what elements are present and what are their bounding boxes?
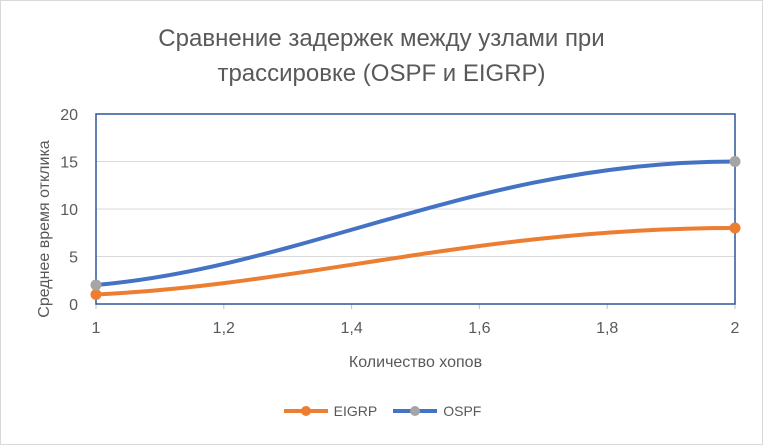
legend-item-ospf: OSPF xyxy=(391,403,481,419)
legend-item-eigrp: EIGRP xyxy=(282,403,378,419)
x-tick-label: 1 xyxy=(92,320,101,337)
data-point-eigrp xyxy=(729,222,741,234)
legend: EIGRP OSPF xyxy=(1,403,762,419)
x-axis-title: Количество хопов xyxy=(349,354,482,371)
y-tick-label: 15 xyxy=(60,155,78,172)
legend-label-eigrp: EIGRP xyxy=(333,403,378,419)
data-point-ospf xyxy=(90,279,102,291)
x-tick-label: 1,4 xyxy=(340,320,362,337)
plot-highlight-frame xyxy=(95,113,736,305)
legend-swatch-ospf xyxy=(393,406,438,416)
y-tick-label: 20 xyxy=(60,107,78,124)
y-tick-label: 10 xyxy=(60,202,78,219)
legend-marker-ospf xyxy=(410,406,421,416)
y-tick-label: 5 xyxy=(69,250,78,267)
chart-title-line-1: Сравнение задержек между узлами при xyxy=(158,25,605,52)
chart-title: Сравнение задержек между узлами при трас… xyxy=(1,21,762,91)
x-tick-label: 2 xyxy=(731,320,740,337)
x-tick-label: 1,6 xyxy=(468,320,490,337)
chart-title-line-2: трассировке (OSPF и EIGRP) xyxy=(217,60,546,87)
x-tick-label: 1,2 xyxy=(213,320,235,337)
y-axis-title: Среднее время отклика xyxy=(36,140,53,318)
legend-label-ospf: OSPF xyxy=(443,403,482,419)
data-point-ospf xyxy=(729,156,741,167)
legend-marker-eigrp xyxy=(300,406,311,416)
x-tick-label: 1,8 xyxy=(596,320,618,337)
legend-swatch-eigrp xyxy=(283,406,328,416)
series-line-eigrp xyxy=(94,226,737,297)
data-point-eigrp xyxy=(90,289,102,300)
y-tick-label: 0 xyxy=(69,297,78,314)
series-line-ospf xyxy=(94,159,737,287)
